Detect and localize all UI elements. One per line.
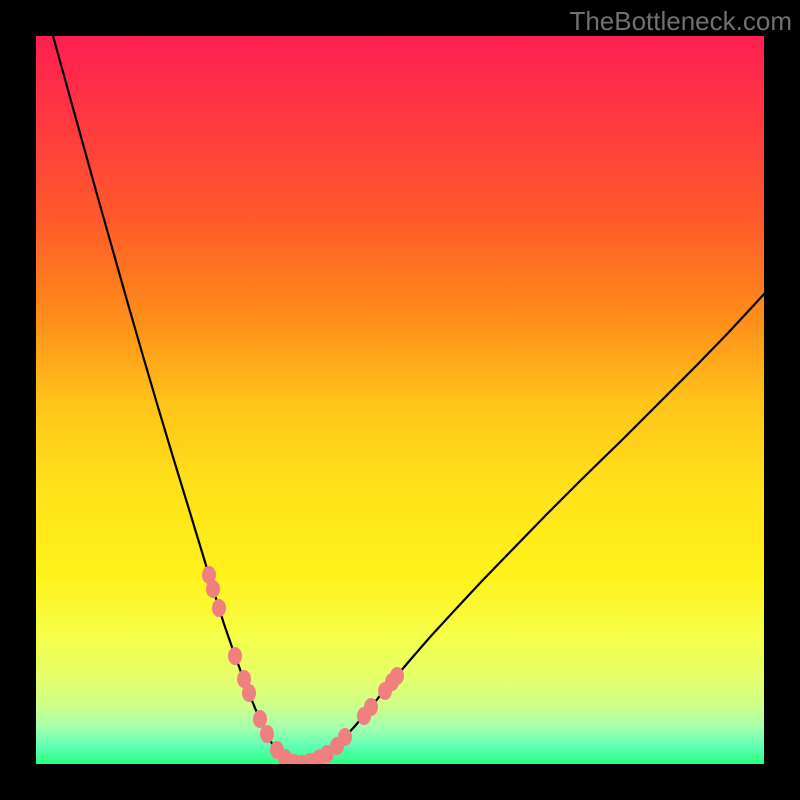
data-marker: [228, 647, 242, 665]
plot-area: [36, 36, 764, 764]
data-marker: [212, 599, 226, 617]
data-marker: [242, 684, 256, 702]
watermark-label: TheBottleneck.com: [569, 6, 792, 37]
data-marker: [260, 725, 274, 743]
data-marker: [206, 580, 220, 598]
data-marker: [364, 698, 378, 716]
chart-stage: TheBottleneck.com: [0, 0, 800, 800]
gradient-background: [36, 36, 764, 764]
data-marker: [338, 728, 352, 746]
data-marker: [390, 667, 404, 685]
data-marker: [253, 710, 267, 728]
